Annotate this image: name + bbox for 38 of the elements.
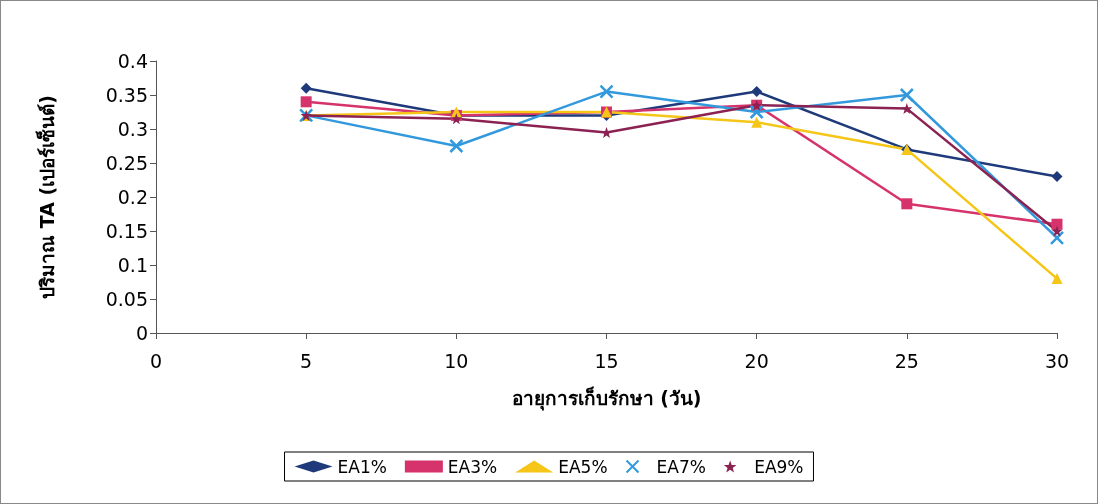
x-tick-label: 25 bbox=[894, 349, 919, 372]
point bbox=[749, 104, 764, 120]
y-tick-label: 0 bbox=[135, 322, 148, 344]
point bbox=[899, 87, 915, 103]
legend-label: EA9% bbox=[754, 456, 804, 477]
point bbox=[599, 84, 614, 99]
legend-label: EA1% bbox=[337, 456, 387, 477]
y-tick-label: 0.3 bbox=[117, 118, 148, 140]
x-tick-label: 15 bbox=[594, 349, 619, 372]
point bbox=[901, 198, 913, 210]
y-tick-label: 0.25 bbox=[105, 152, 148, 174]
point bbox=[1051, 218, 1063, 230]
y-tick-label: 0.15 bbox=[105, 220, 148, 242]
x-tick-label: 5 bbox=[300, 349, 313, 372]
point bbox=[449, 138, 464, 154]
point bbox=[1051, 171, 1063, 183]
x-tick-label: 20 bbox=[744, 349, 769, 372]
x-tick-label: 0 bbox=[149, 349, 163, 372]
x-tick-label: 10 bbox=[444, 349, 469, 372]
point bbox=[1049, 230, 1065, 246]
y-tick-label: 0.35 bbox=[105, 84, 148, 106]
point bbox=[300, 82, 312, 94]
point bbox=[901, 103, 913, 115]
y-tick-label: 0.1 bbox=[117, 254, 148, 276]
legend-label: EA7% bbox=[656, 456, 706, 477]
x-tick-label: 30 bbox=[1044, 349, 1070, 372]
x-axis-title: อายุการเก็บรักษา (วัน) bbox=[511, 385, 702, 411]
point bbox=[751, 86, 763, 98]
y-tick-label: 0.4 bbox=[117, 50, 148, 72]
y-tick-label: 0.2 bbox=[117, 186, 148, 208]
y-tick-label: 0.05 bbox=[105, 288, 148, 310]
point bbox=[300, 96, 312, 108]
point bbox=[751, 116, 763, 128]
legend-label: EA3% bbox=[447, 456, 498, 477]
point bbox=[450, 113, 462, 125]
point bbox=[1051, 273, 1063, 285]
y-axis-title: ปริมาณ TA (เปอร์เซ็นต์) bbox=[34, 95, 58, 299]
legend-label: EA5% bbox=[558, 456, 608, 477]
